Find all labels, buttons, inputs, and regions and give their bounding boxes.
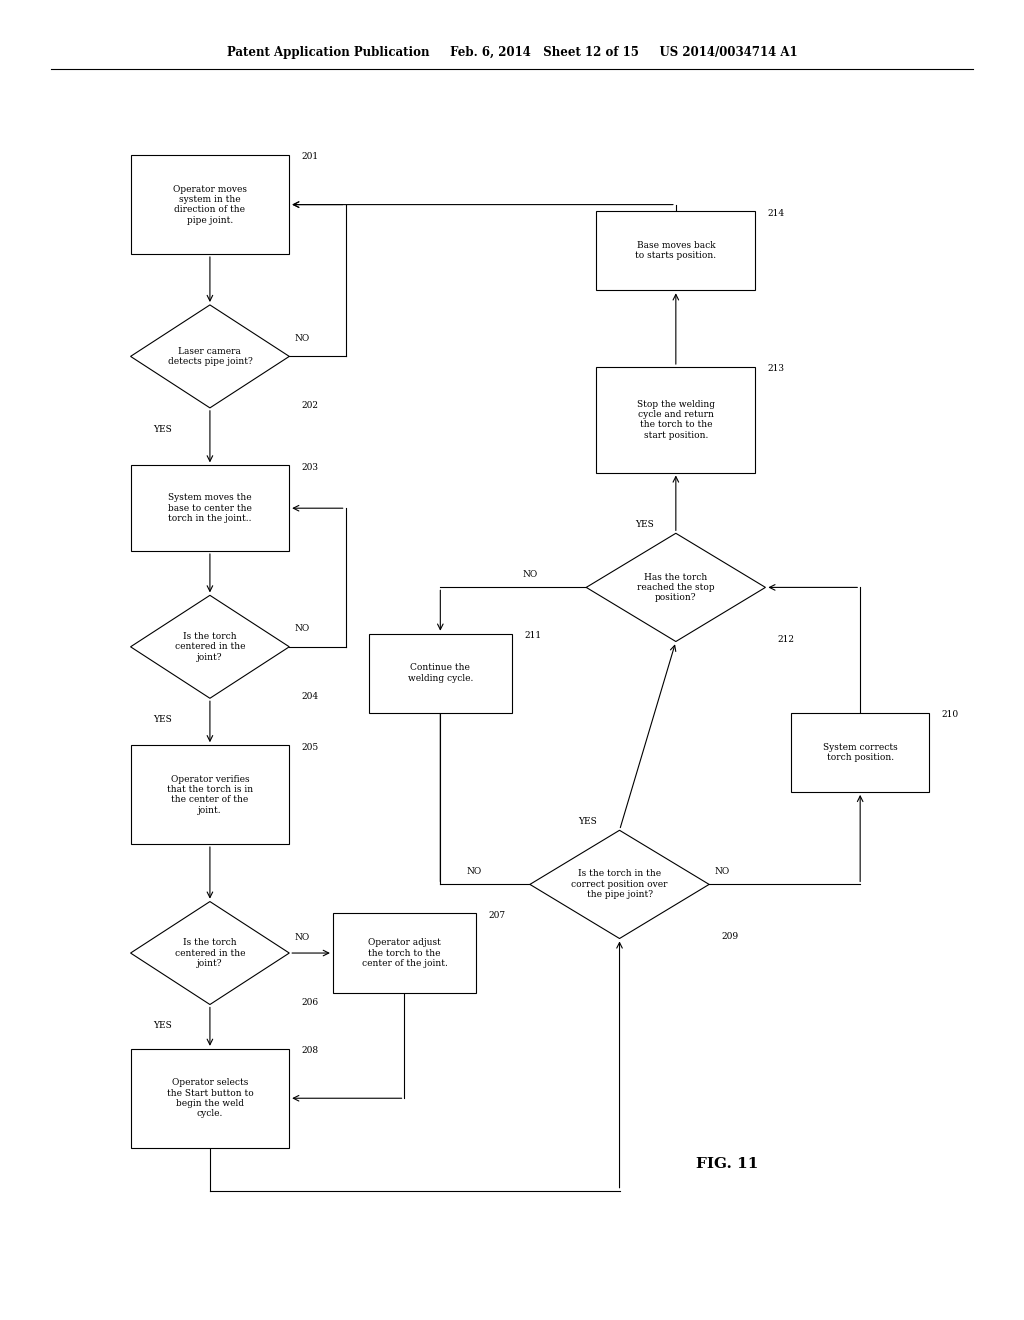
Text: NO: NO [522,570,538,579]
Text: 210: 210 [942,710,958,719]
Text: 212: 212 [778,635,795,644]
Text: YES: YES [154,425,172,434]
Text: System moves the
base to center the
torch in the joint..: System moves the base to center the torc… [168,494,252,523]
Text: 208: 208 [301,1045,318,1055]
Polygon shape [131,902,289,1005]
Text: Patent Application Publication     Feb. 6, 2014   Sheet 12 of 15     US 2014/003: Patent Application Publication Feb. 6, 2… [226,46,798,59]
Polygon shape [530,830,709,939]
Text: 203: 203 [301,463,318,471]
Text: NO: NO [295,334,309,343]
Text: Is the torch in the
correct position over
the pipe joint?: Is the torch in the correct position ove… [571,870,668,899]
Text: NO: NO [466,867,481,876]
Text: Continue the
welding cycle.: Continue the welding cycle. [408,664,473,682]
Text: System corrects
torch position.: System corrects torch position. [823,743,897,762]
Text: 213: 213 [768,364,784,374]
Text: Stop the welding
cycle and return
the torch to the
start position.: Stop the welding cycle and return the to… [637,400,715,440]
Polygon shape [586,533,766,642]
Text: NO: NO [295,624,309,634]
Text: 209: 209 [721,932,738,941]
Bar [791,713,930,792]
Polygon shape [131,595,289,698]
Text: Laser camera
detects pipe joint?: Laser camera detects pipe joint? [168,347,252,366]
Text: Operator moves
system in the
direction of the
pipe joint.: Operator moves system in the direction o… [173,185,247,224]
Text: YES: YES [635,520,653,529]
Bar [369,634,512,713]
Text: Is the torch
centered in the
joint?: Is the torch centered in the joint? [175,939,245,968]
Text: 201: 201 [301,153,318,161]
Text: YES: YES [579,817,597,826]
Text: 202: 202 [301,401,318,411]
Text: 211: 211 [524,631,542,640]
Text: Base moves back
to starts position.: Base moves back to starts position. [635,242,717,260]
Text: 205: 205 [301,742,318,751]
Bar [333,913,476,993]
Text: YES: YES [154,715,172,725]
Text: Is the torch
centered in the
joint?: Is the torch centered in the joint? [175,632,245,661]
Text: Operator verifies
that the torch is in
the center of the
joint.: Operator verifies that the torch is in t… [167,775,253,814]
Text: 204: 204 [301,692,318,701]
Bar [131,154,289,253]
Bar [131,744,289,845]
Bar [596,367,756,473]
Bar [596,211,756,290]
Polygon shape [131,305,289,408]
Text: Operator selects
the Start button to
begin the weld
cycle.: Operator selects the Start button to beg… [167,1078,253,1118]
Text: Has the torch
reached the stop
position?: Has the torch reached the stop position? [637,573,715,602]
Text: Operator adjust
the torch to the
center of the joint.: Operator adjust the torch to the center … [361,939,447,968]
Text: 206: 206 [301,998,318,1007]
Text: YES: YES [154,1022,172,1031]
Text: NO: NO [295,933,309,942]
Bar [131,466,289,552]
Text: FIG. 11: FIG. 11 [696,1158,758,1171]
Text: NO: NO [715,867,729,876]
Bar [131,1048,289,1147]
Text: 207: 207 [488,911,506,920]
Text: 214: 214 [768,209,784,218]
